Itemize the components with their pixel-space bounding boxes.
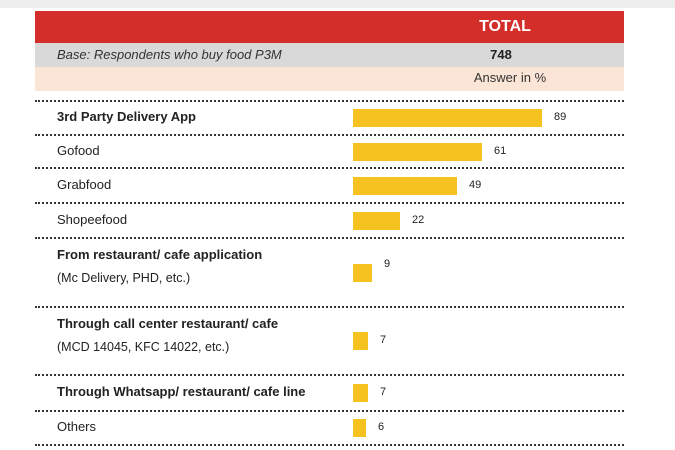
base-row <box>35 43 624 67</box>
base-count: 748 <box>490 47 512 62</box>
category-label: Through Whatsapp/ restaurant/ cafe line <box>57 384 306 399</box>
bar <box>353 143 482 161</box>
bar <box>353 419 366 437</box>
category-label: Shopeefood <box>57 212 128 227</box>
category-sublabel: (MCD 14045, KFC 14022, etc.) <box>57 340 230 354</box>
bar <box>353 109 542 127</box>
bar <box>353 177 457 195</box>
category-label: Others <box>57 419 97 434</box>
category-label: From restaurant/ cafe application <box>57 247 263 262</box>
bar <box>353 264 372 282</box>
row-separator <box>35 444 624 446</box>
row-separator <box>35 306 624 308</box>
bar-value-label: 89 <box>554 111 567 123</box>
base-label: Base: Respondents who buy food P3M <box>57 47 282 62</box>
bar-value-label: 61 <box>494 145 507 157</box>
bar <box>353 332 368 350</box>
category-label: Gofood <box>57 143 100 158</box>
header-bar <box>35 11 624 43</box>
bar-value-label: 7 <box>380 334 387 346</box>
bar-value-label: 6 <box>378 421 385 433</box>
category-label: 3rd Party Delivery App <box>57 109 196 124</box>
answer-row <box>35 67 624 91</box>
bar-value-label: 7 <box>380 386 387 398</box>
answer-unit-label: Answer in % <box>473 70 547 85</box>
total-header: TOTAL <box>479 18 531 35</box>
category-sublabel: (Mc Delivery, PHD, etc.) <box>57 271 191 285</box>
category-label: Through call center restaurant/ cafe <box>57 316 279 331</box>
bar <box>353 212 400 230</box>
bar <box>353 384 368 402</box>
top-shade <box>0 0 675 8</box>
bar-value-label: 49 <box>469 179 482 191</box>
row-separator <box>35 167 624 169</box>
row-separator <box>35 237 624 239</box>
bar-value-label: 9 <box>384 258 391 270</box>
row-separator <box>35 410 624 412</box>
row-separator <box>35 202 624 204</box>
row-separator <box>35 100 624 102</box>
row-separator <box>35 374 624 376</box>
bar-value-label: 22 <box>412 214 425 226</box>
row-separator <box>35 134 624 136</box>
category-label: Grabfood <box>57 177 112 192</box>
